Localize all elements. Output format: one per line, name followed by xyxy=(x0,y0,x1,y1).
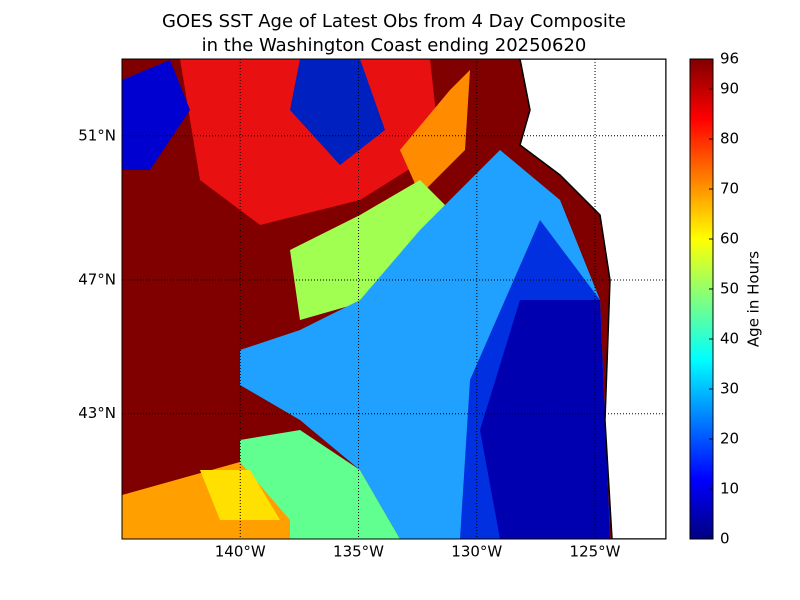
colorbar-tick-label: 80 xyxy=(720,130,739,148)
colorbar-tick-label: 40 xyxy=(720,330,739,348)
lat-tick-label: 47°N xyxy=(78,270,116,288)
colorbar-tick-label: 10 xyxy=(720,480,739,498)
colorbar-tick-label: 0 xyxy=(720,530,730,548)
colorbar-tick-label: 60 xyxy=(720,230,739,248)
colorbar-tick-label: 20 xyxy=(720,430,739,448)
colorbar-tick-label: 50 xyxy=(720,280,739,298)
colorbar-tick-label: 96 xyxy=(720,50,739,68)
lat-tick-label: 43°N xyxy=(78,404,116,422)
map-frame xyxy=(121,58,667,540)
lon-tick-label: 140°W xyxy=(215,543,266,561)
colorbar-label: Age in Hours xyxy=(745,251,763,347)
lon-tick-label: 130°W xyxy=(451,543,502,561)
colorbar-tick-label: 30 xyxy=(720,380,739,398)
title-line: in the Washington Coast ending 20250620 xyxy=(202,35,587,56)
colorbar xyxy=(689,58,714,540)
lat-tick-label: 51°N xyxy=(78,126,116,144)
lon-tick-label: 125°W xyxy=(570,543,621,561)
title-line: GOES SST Age of Latest Obs from 4 Day Co… xyxy=(162,11,626,32)
lon-tick-label: 135°W xyxy=(333,543,384,561)
colorbar-tick-label: 90 xyxy=(720,80,739,98)
colorbar-tick-label: 70 xyxy=(720,180,739,198)
map-image xyxy=(122,59,666,539)
